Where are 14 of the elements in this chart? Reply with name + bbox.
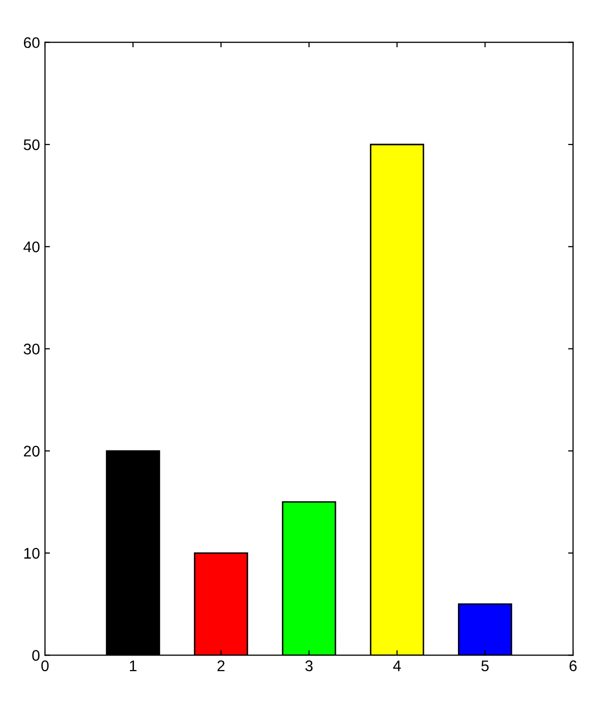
y-tick-label: 50 bbox=[24, 139, 40, 150]
x-tick-label: 3 bbox=[305, 660, 313, 672]
y-tick-label: 40 bbox=[23, 241, 40, 252]
y-tick-label: 30 bbox=[24, 344, 40, 354]
y-tick-label: 60 bbox=[24, 37, 40, 48]
x-tick-label: 6 bbox=[570, 660, 577, 672]
y-tick-label: 10 bbox=[24, 548, 40, 559]
x-tick-label: 0 bbox=[41, 660, 49, 672]
x-tick-label: 2 bbox=[218, 660, 224, 672]
x-tick-label: 1 bbox=[130, 660, 137, 672]
y-tick-label: 20 bbox=[24, 446, 40, 457]
y-tick-label: 0 bbox=[32, 650, 40, 661]
x-tick-label: 4 bbox=[393, 660, 401, 672]
x-tick-label: 5 bbox=[481, 660, 489, 672]
